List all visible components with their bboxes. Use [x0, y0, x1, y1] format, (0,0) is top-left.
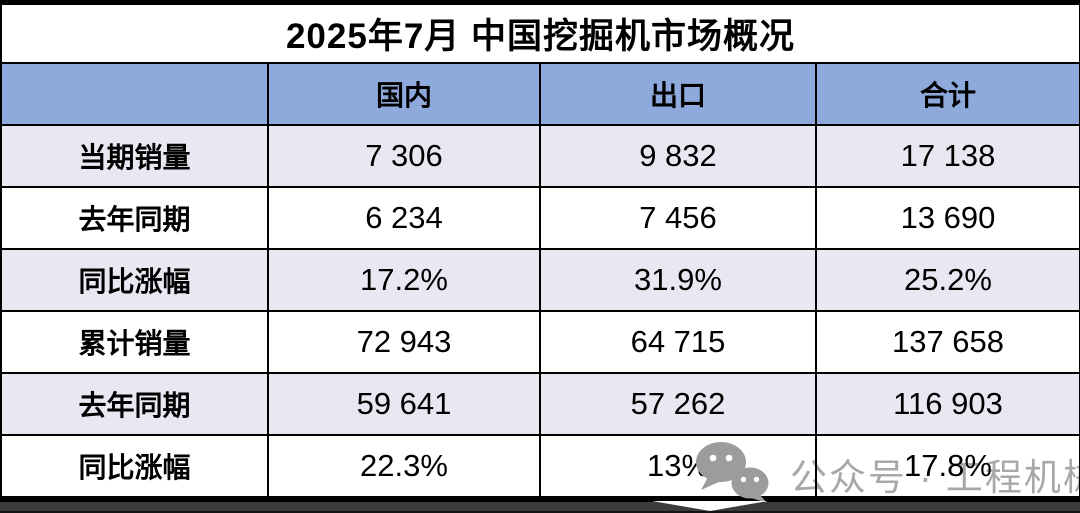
- table-header-row: 国内 出口 合计: [0, 62, 1080, 126]
- cell-value: 17.8%: [815, 434, 1080, 500]
- cell-value: 25.2%: [815, 248, 1080, 312]
- row-label: 同比涨幅: [0, 248, 269, 312]
- column-header-export: 出口: [539, 62, 817, 126]
- cell-value: 59 641: [267, 372, 541, 436]
- row-label: 同比涨幅: [0, 434, 269, 500]
- bottom-strip: [0, 502, 1080, 513]
- table-row: 去年同期 59 641 57 262 116 903: [0, 372, 1080, 436]
- market-table: 2025年7月 中国挖掘机市场概况 国内 出口 合计 当期销量 7 306 9 …: [0, 0, 1080, 502]
- page-title: 2025年7月 中国挖掘机市场概况: [0, 1, 1080, 64]
- row-label: 去年同期: [0, 186, 269, 250]
- cell-value: 116 903: [815, 372, 1080, 436]
- column-header-domestic: 国内: [267, 62, 541, 126]
- column-header-total: 合计: [815, 62, 1080, 126]
- row-label: 当期销量: [0, 124, 269, 188]
- cell-value: 9 832: [539, 124, 817, 188]
- table-row: 同比涨幅 17.2% 31.9% 25.2%: [0, 248, 1080, 312]
- cell-value: 22.3%: [267, 434, 541, 500]
- cell-value: 137 658: [815, 310, 1080, 374]
- table-row: 去年同期 6 234 7 456 13 690: [0, 186, 1080, 250]
- cell-value: 13%: [539, 434, 817, 500]
- cell-value: 31.9%: [539, 248, 817, 312]
- cell-value: 17.2%: [267, 248, 541, 312]
- cell-value: 6 234: [267, 186, 541, 250]
- cell-value: 72 943: [267, 310, 541, 374]
- cell-value: 7 456: [539, 186, 817, 250]
- title-row: 2025年7月 中国挖掘机市场概况: [0, 1, 1080, 64]
- cell-value: 64 715: [539, 310, 817, 374]
- table-row: 累计销量 72 943 64 715 137 658: [0, 310, 1080, 374]
- row-label: 累计销量: [0, 310, 269, 374]
- cell-value: 17 138: [815, 124, 1080, 188]
- cell-value: 7 306: [267, 124, 541, 188]
- table-row: 同比涨幅 22.3% 13% 17.8%: [0, 434, 1080, 500]
- row-label: 去年同期: [0, 372, 269, 436]
- cell-value: 13 690: [815, 186, 1080, 250]
- triangle-down-icon: [652, 501, 768, 511]
- table-row: 当期销量 7 306 9 832 17 138: [0, 124, 1080, 188]
- cell-value: 57 262: [539, 372, 817, 436]
- column-header-empty: [0, 62, 269, 126]
